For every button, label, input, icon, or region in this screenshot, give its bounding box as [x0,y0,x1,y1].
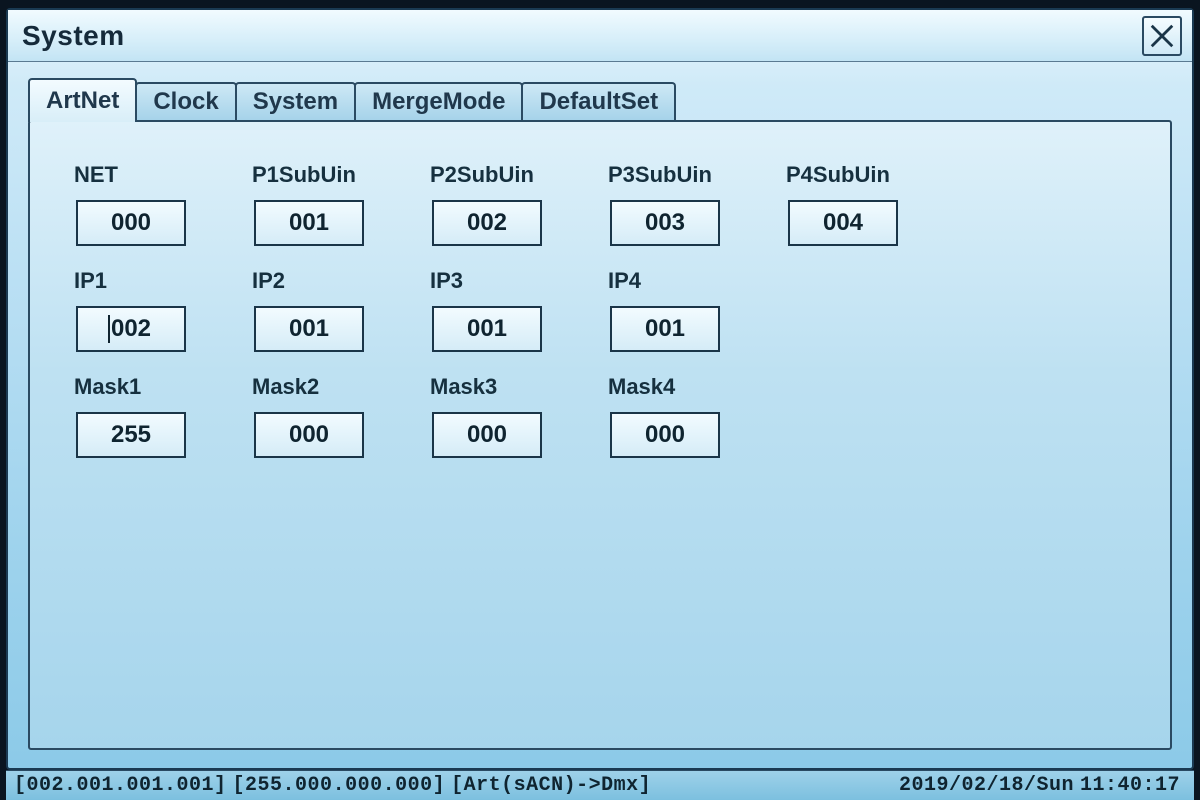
artnet-panel: NET P1SubUin P2SubUin P3SubUin P4SubUin … [28,120,1172,750]
status-date: 2019/02/18/Sun [899,774,1074,797]
field-ip2[interactable]: 001 [254,306,364,352]
system-window: System ArtNet Clock System MergeMode Def… [6,8,1194,770]
status-time: 11:40:17 [1080,774,1180,797]
label-p3subuin: P3SubUin [604,162,764,188]
field-ip1-value: 002 [111,315,151,343]
label-mask2: Mask2 [248,374,408,400]
label-p4subuin: P4SubUin [782,162,942,188]
label-ip3: IP3 [426,268,586,294]
close-button[interactable] [1142,16,1182,56]
field-mask2[interactable]: 000 [254,412,364,458]
tab-artnet[interactable]: ArtNet [28,78,137,122]
status-mask: [255.000.000.000] [233,774,446,797]
status-ip: [002.001.001.001] [14,774,227,797]
label-mask1: Mask1 [70,374,230,400]
label-mask4: Mask4 [604,374,764,400]
spacer [782,268,942,269]
field-ip1[interactable]: 002 [76,306,186,352]
label-mask3: Mask3 [426,374,586,400]
spacer [782,374,942,375]
titlebar: System [8,10,1192,62]
close-icon [1148,22,1176,50]
tab-clock[interactable]: Clock [135,82,236,120]
label-ip4: IP4 [604,268,764,294]
spacer [782,412,942,413]
fields-grid: NET P1SubUin P2SubUin P3SubUin P4SubUin … [70,162,1140,472]
field-p2subuin[interactable]: 002 [432,200,542,246]
field-p1subuin[interactable]: 001 [254,200,364,246]
label-p2subuin: P2SubUin [426,162,586,188]
field-p4subuin[interactable]: 004 [788,200,898,246]
tab-defaultset[interactable]: DefaultSet [521,82,676,120]
label-p1subuin: P1SubUin [248,162,408,188]
field-mask4[interactable]: 000 [610,412,720,458]
edit-caret-icon [108,315,110,343]
field-mask1[interactable]: 255 [76,412,186,458]
device-screen: System ArtNet Clock System MergeMode Def… [0,0,1200,800]
label-net: NET [70,162,230,188]
field-ip4[interactable]: 001 [610,306,720,352]
spacer [782,306,942,307]
label-ip2: IP2 [248,268,408,294]
statusbar: [002.001.001.001] [255.000.000.000] [Art… [6,770,1194,800]
label-ip1: IP1 [70,268,230,294]
field-ip3[interactable]: 001 [432,306,542,352]
field-net[interactable]: 000 [76,200,186,246]
tab-system[interactable]: System [235,82,356,120]
tabstrip: ArtNet Clock System MergeMode DefaultSet [8,62,1192,120]
window-title: System [22,20,125,52]
field-mask3[interactable]: 000 [432,412,542,458]
tab-mergemode[interactable]: MergeMode [354,82,523,120]
status-mode: [Art(sACN)->Dmx] [451,774,651,797]
field-p3subuin[interactable]: 003 [610,200,720,246]
